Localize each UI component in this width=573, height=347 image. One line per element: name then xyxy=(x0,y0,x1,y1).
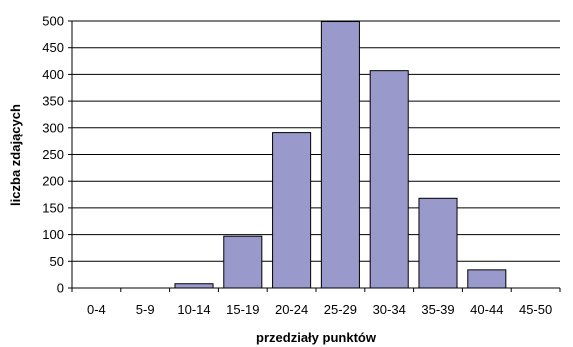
x-tick-label: 20-24 xyxy=(275,302,308,317)
x-tick-label: 15-19 xyxy=(226,302,259,317)
axes xyxy=(71,21,561,292)
y-axis-title: liczba zdających xyxy=(8,104,23,206)
y-tick-label: 500 xyxy=(42,14,64,29)
x-tick-label: 35-39 xyxy=(421,302,454,317)
y-tick-label: 200 xyxy=(42,174,64,189)
x-axis-title: przedziały punktów xyxy=(256,330,377,345)
x-tick-label: 5-9 xyxy=(136,302,155,317)
bar-30-34 xyxy=(369,70,409,289)
y-tick-label: 100 xyxy=(42,227,64,242)
bar-40-44 xyxy=(467,269,507,289)
y-tick-label: 400 xyxy=(42,67,64,82)
y-tick-label: 300 xyxy=(42,120,64,135)
x-tick-label: 30-34 xyxy=(373,302,406,317)
x-tick-label: 10-14 xyxy=(177,302,210,317)
y-tick-label: 0 xyxy=(57,281,64,296)
bars xyxy=(174,21,507,289)
bar-15-19 xyxy=(223,235,263,289)
bar-25-29 xyxy=(320,21,360,289)
bar-10-14 xyxy=(174,283,214,289)
y-tick-label: 450 xyxy=(42,40,64,55)
x-tick-label: 0-4 xyxy=(87,302,106,317)
bar-20-24 xyxy=(272,132,312,289)
y-tick-labels: 0 50 100 150 200 250 300 350 400 450 500 xyxy=(42,14,64,296)
gridlines xyxy=(68,20,560,289)
x-tick-label: 25-29 xyxy=(324,302,357,317)
y-tick-label: 50 xyxy=(50,254,64,269)
y-tick-label: 150 xyxy=(42,200,64,215)
x-tick-label: 40-44 xyxy=(470,302,503,317)
bar-35-39 xyxy=(418,197,458,289)
y-tick-label: 350 xyxy=(42,94,64,109)
y-tick-label: 250 xyxy=(42,147,64,162)
x-tick-labels: 0-4 5-9 10-14 15-19 20-24 25-29 30-34 35-39 40-4… xyxy=(87,302,552,317)
x-tick-label: 45-50 xyxy=(519,302,552,317)
